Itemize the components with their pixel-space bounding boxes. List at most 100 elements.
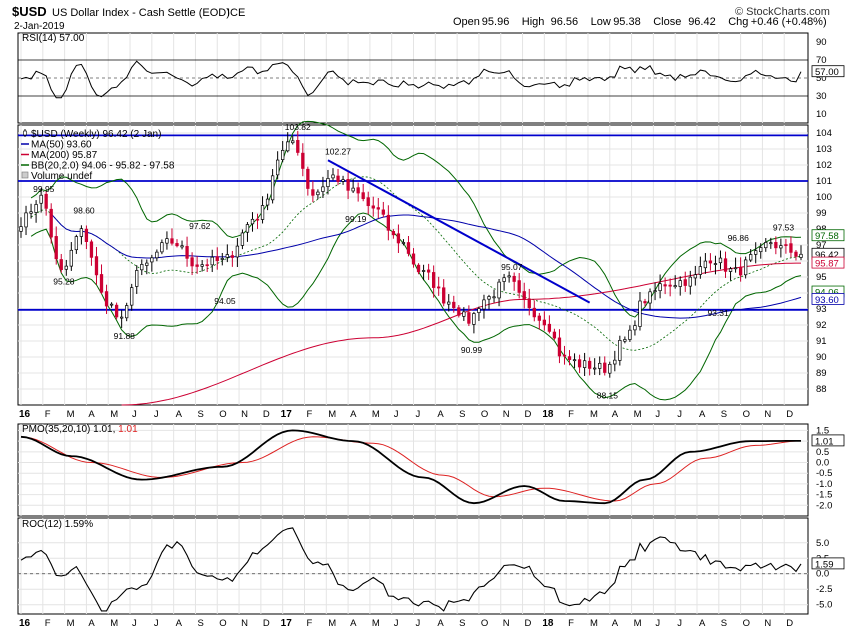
roc-panel: -5.0-2.50.02.55.0 ROC(12) 1.59% 1.59: [17, 517, 845, 615]
candle-up: [759, 247, 763, 253]
candle-up: [331, 174, 335, 179]
price-annotation: 94.05: [214, 296, 236, 306]
roc-tag-box: [811, 557, 845, 570]
candle-up: [482, 299, 486, 310]
candle-down: [512, 275, 516, 282]
candle-up: [240, 232, 245, 246]
price-tick-label: 89: [816, 368, 827, 379]
candle-down: [557, 337, 562, 357]
candle-up: [401, 242, 406, 244]
candle-down: [371, 205, 375, 209]
candle-up: [260, 205, 265, 220]
pmo-tick-label: -0.5: [816, 468, 832, 479]
candle-down: [391, 231, 396, 236]
ohlc-value-close: 96.42: [688, 16, 716, 28]
candle-down: [406, 242, 411, 254]
month-mid-label: J: [394, 409, 399, 420]
price-tick-label: 103: [816, 144, 832, 155]
pmo-signal-line: [20, 436, 802, 502]
candle-up: [74, 236, 79, 251]
month-mid-label: D: [263, 409, 270, 420]
rsi-tick-label: 50: [816, 73, 827, 84]
candle-up: [119, 316, 124, 319]
legend-entry: Volume undef: [31, 171, 92, 182]
candle-down: [774, 242, 778, 249]
candle-up: [245, 224, 250, 233]
month-bot-label: 16: [19, 618, 31, 629]
month-bot-label: M: [372, 618, 380, 629]
month-mid-label: O: [219, 409, 226, 420]
candle-down: [381, 209, 385, 215]
candle-up: [572, 359, 577, 362]
candle-up: [130, 287, 134, 306]
ohlc-label-open: Open: [453, 16, 480, 28]
candle-up: [210, 256, 214, 266]
candle-down: [356, 187, 360, 194]
pmo-tick-label: -1.5: [816, 490, 832, 501]
candle-up: [492, 296, 496, 299]
candle-up: [140, 264, 144, 271]
candle-up: [628, 329, 632, 340]
month-mid-label: M: [372, 409, 380, 420]
month-bot-label: J: [677, 618, 682, 629]
bollinger-middle: [30, 176, 802, 351]
month-bot-label: A: [612, 618, 619, 629]
candle-down: [170, 238, 174, 244]
price-tick-label: 91: [816, 336, 827, 347]
candle-down: [517, 280, 521, 293]
month-mid-label: N: [503, 409, 510, 420]
candle-up: [19, 226, 23, 232]
rsi-panel: 10 30 50 70 90 RSI(14) 57.00 57.00: [17, 32, 845, 124]
candle-down: [431, 272, 436, 288]
candle-down: [205, 264, 209, 267]
ohlc-value-high: 96.56: [551, 16, 579, 28]
month-bot-label: M: [328, 618, 336, 629]
candle-up: [713, 263, 718, 265]
month-bot-label: J: [132, 618, 137, 629]
month-bot-label: A: [699, 618, 706, 629]
candle-up: [291, 140, 295, 144]
rsi-frame: [17, 32, 809, 124]
price-value-tag-text: 96.42: [815, 250, 839, 261]
price-tick-label: 95: [816, 272, 827, 283]
candle-up: [769, 242, 773, 245]
candle-down: [683, 279, 687, 286]
candle-up: [39, 194, 43, 204]
price-frame: [17, 124, 809, 406]
month-bot-label: D: [263, 618, 270, 629]
candle-up: [155, 251, 159, 259]
month-bot-label: O: [219, 618, 226, 629]
candle-up: [507, 275, 511, 278]
candle-down: [361, 192, 365, 200]
candle-up: [698, 266, 703, 275]
pmo-value-tag: 1.01: [811, 434, 845, 447]
candle-down: [175, 243, 179, 247]
ohlc-label-chg: Chg: [728, 16, 748, 28]
candle-up: [728, 268, 733, 272]
price-value-tag-box: [811, 256, 845, 269]
month-mid-label: A: [88, 409, 95, 420]
price-tick-label: 104: [816, 128, 832, 139]
rsi-tick-label: 90: [816, 37, 827, 48]
candle-down: [301, 152, 305, 169]
price-annotation: 90.99: [461, 345, 483, 355]
price-value-tag-text: 95.87: [815, 259, 839, 270]
candle-up: [250, 218, 255, 225]
month-bot-label: F: [568, 618, 574, 629]
roc-tick-label: -2.5: [816, 584, 832, 595]
price-value-tag-text: 93.60: [815, 295, 839, 306]
candle-down: [668, 284, 672, 287]
candle-down: [738, 266, 743, 276]
rsi-tick-label: 30: [816, 91, 827, 102]
candle-up: [764, 242, 768, 249]
candle-up: [326, 178, 330, 188]
candle-up: [754, 250, 758, 255]
month-mid-label: F: [306, 409, 312, 420]
month-bot-label: A: [88, 618, 95, 629]
candle-down: [794, 251, 798, 257]
candle-down: [366, 197, 370, 207]
pmo-tag-text: 1.01: [815, 436, 834, 447]
candle-up: [421, 270, 426, 272]
month-mid-label: S: [721, 409, 727, 420]
horizontal-lines: [18, 134, 808, 311]
